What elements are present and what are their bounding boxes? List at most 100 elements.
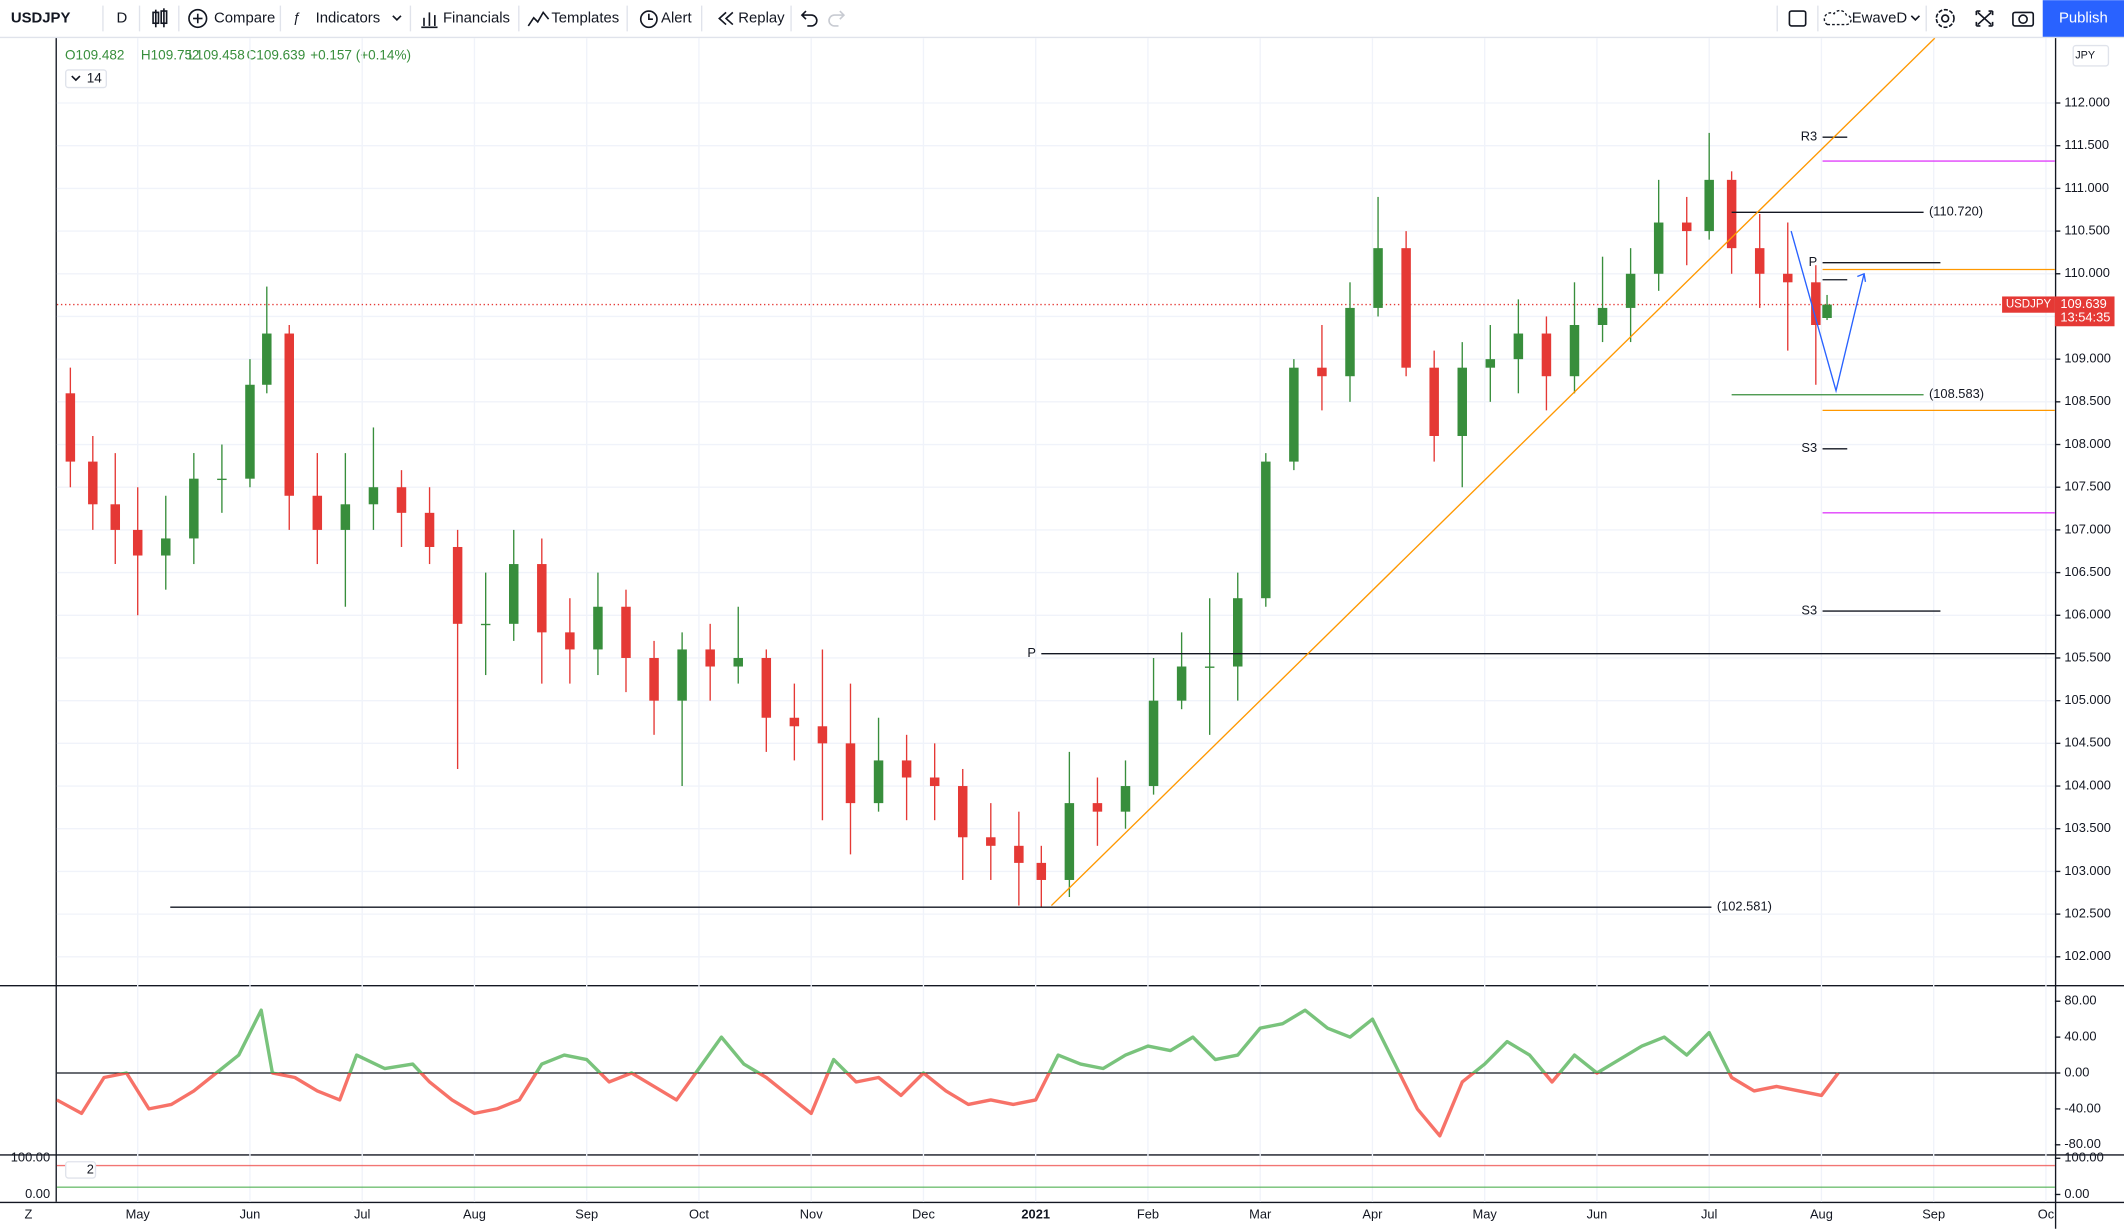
indicator-count[interactable]: 2 xyxy=(87,1161,94,1176)
candle-body xyxy=(1014,845,1024,863)
candle-body xyxy=(1726,179,1737,249)
settings-button[interactable] xyxy=(1935,8,1955,29)
candle-body xyxy=(1064,803,1075,880)
chevron[interactable] xyxy=(1910,15,1921,21)
level-label: (102.581) xyxy=(1717,899,1772,914)
publish-button[interactable] xyxy=(2042,0,2124,37)
layout-name[interactable]: EwaveD xyxy=(1852,10,1908,26)
candle-body xyxy=(817,726,828,744)
legend-close: C109.639 xyxy=(247,47,306,62)
candle-body xyxy=(677,649,687,701)
candle-body xyxy=(1261,461,1271,599)
x-tick-label: Jun xyxy=(240,1207,261,1222)
level-label: (110.720) xyxy=(1929,204,1983,219)
candle-body xyxy=(1541,333,1552,377)
candle-body xyxy=(1625,273,1636,308)
candle-body xyxy=(1289,367,1299,462)
y-tick-label: 108.500 xyxy=(2064,393,2110,408)
y-tick-label: 105.500 xyxy=(2064,649,2110,664)
y-tick-label-left: 0.00 xyxy=(25,1186,50,1201)
legend-high: H109.752 xyxy=(141,47,200,62)
alert-button[interactable]: Alert xyxy=(661,10,692,26)
timezone-button[interactable]: Z xyxy=(25,1207,33,1222)
y-tick-label: 111.500 xyxy=(2064,137,2109,152)
candle-body xyxy=(245,384,255,479)
compare-icon[interactable] xyxy=(188,8,208,29)
compare-button[interactable]: Compare xyxy=(214,10,275,26)
chevron[interactable] xyxy=(392,15,402,21)
y-tick-label: 104.000 xyxy=(2064,777,2110,792)
candle-body xyxy=(789,717,800,727)
x-tick-label: Jul xyxy=(354,1207,370,1222)
snapshot-button[interactable] xyxy=(2012,11,2035,27)
candle-body xyxy=(396,487,407,513)
candle-body xyxy=(1704,179,1714,232)
y-tick-label: 104.500 xyxy=(2064,735,2110,750)
candle-body xyxy=(1569,324,1580,377)
cloud-icon[interactable] xyxy=(1823,9,1852,26)
interval[interactable]: D xyxy=(116,10,127,26)
layout-icon[interactable] xyxy=(1788,10,1807,27)
symbol[interactable]: USDJPY xyxy=(11,10,71,26)
indicator-count[interactable]: 14 xyxy=(87,70,103,85)
x-tick-label: May xyxy=(126,1207,151,1222)
countdown-label: 13:54:35 xyxy=(2060,310,2110,325)
candle-body xyxy=(537,564,547,633)
candle-body xyxy=(1036,862,1047,880)
currency-button[interactable] xyxy=(2072,44,2110,67)
redo-button[interactable] xyxy=(828,10,846,27)
price-tag xyxy=(2054,296,2115,327)
chart-type-icon[interactable] xyxy=(152,8,168,28)
candle-body xyxy=(705,649,715,667)
fullscreen-button[interactable] xyxy=(1975,10,1994,27)
candle-body xyxy=(1429,367,1439,436)
alert-icon[interactable] xyxy=(639,10,658,29)
candle-body xyxy=(1401,248,1411,368)
candle-body xyxy=(65,393,76,462)
x-tick-label: Dec xyxy=(912,1207,935,1222)
x-tick-label: Aug xyxy=(1810,1207,1833,1222)
y-tick-label: 109.000 xyxy=(2064,351,2110,366)
candle-body xyxy=(1597,307,1608,325)
x-tick-label: Sep xyxy=(1922,1207,1945,1222)
y-tick-label: 112.000 xyxy=(2064,94,2110,109)
templates-button[interactable]: Templates xyxy=(551,10,619,26)
symbol-tag-label: USDJPY xyxy=(2006,299,2052,311)
level-label: (108.583) xyxy=(1929,386,1984,401)
candle-body xyxy=(621,606,631,658)
candle-body xyxy=(284,333,294,496)
chevron[interactable] xyxy=(71,75,81,82)
indicator-toggle[interactable] xyxy=(65,1161,97,1179)
candle-body xyxy=(1457,367,1467,436)
financials-button[interactable]: Financials xyxy=(443,10,510,26)
replay-button[interactable]: Replay xyxy=(738,10,785,26)
candle-body xyxy=(452,546,463,624)
publish-label[interactable]: Publish xyxy=(2059,10,2108,26)
level-label: R3 xyxy=(1801,129,1817,144)
candle-body xyxy=(1485,359,1496,368)
legend-open: O109.482 xyxy=(65,47,124,62)
indicators-button[interactable]: Indicators xyxy=(316,10,381,26)
candle-body xyxy=(1811,282,1821,325)
financials-icon[interactable] xyxy=(421,12,438,29)
candle-body xyxy=(649,657,659,701)
indicators-icon[interactable]: ƒ xyxy=(293,10,301,25)
y-tick-label: 103.000 xyxy=(2064,863,2110,878)
oscillator-line xyxy=(56,1008,1840,1138)
templates-icon[interactable] xyxy=(527,10,550,27)
candle-body xyxy=(1513,333,1524,360)
indicator-toggle[interactable] xyxy=(65,69,108,89)
plots: May Jun Jul Aug Sep Oct Nov Dec 2021 Feb Mar Apr May… xyxy=(11,38,2115,1222)
legend: O109.482 H109.752 L109.458 C109.639 +0.1… xyxy=(65,47,411,89)
replay-icon[interactable] xyxy=(718,11,734,26)
x-tick-label: 2021 xyxy=(1021,1207,1050,1222)
currency-label[interactable]: JPY xyxy=(2075,50,2095,62)
x-tick-label: Nov xyxy=(800,1207,823,1222)
toolbar: USDJPY D Compare ƒ Indicators Financials… xyxy=(0,0,2124,39)
undo-button[interactable] xyxy=(800,10,818,27)
x-tick-label: Aug xyxy=(463,1207,486,1222)
symbol-tag xyxy=(2002,296,2055,313)
x-tick-label: Apr xyxy=(1362,1207,1383,1222)
